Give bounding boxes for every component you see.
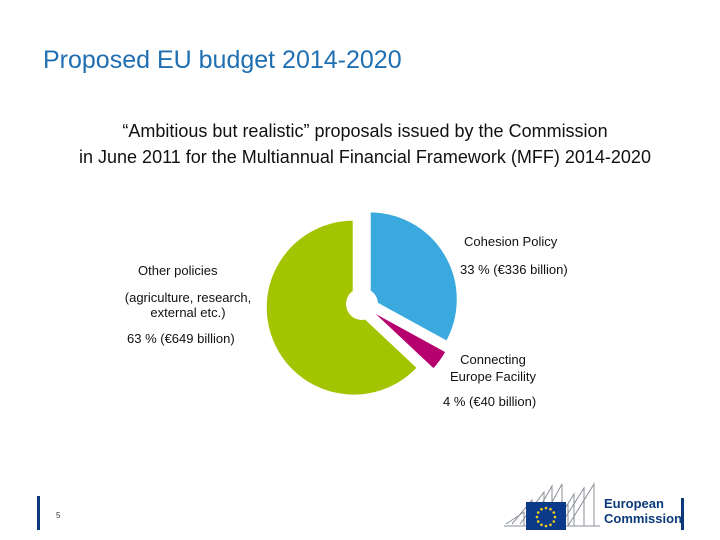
european-commission-logo xyxy=(504,482,684,530)
pie-center-hub xyxy=(346,288,378,320)
logo-text: European Commission xyxy=(604,496,682,526)
slide-subtitle: “Ambitious but realistic” proposals issu… xyxy=(0,118,720,170)
subtitle-line-2: in June 2011 for the Multiannual Financi… xyxy=(79,147,651,167)
logo-text-line-1: European xyxy=(604,496,664,511)
other-policies-detail-2: external etc.) xyxy=(150,305,226,320)
pie-slice-other-policies xyxy=(264,218,420,397)
slide-title: Proposed EU budget 2014-2020 xyxy=(43,46,402,74)
pie-slice-connecting-europe-facility xyxy=(368,308,448,371)
other-policies-label: Other policies xyxy=(138,263,218,278)
page-number: 5 xyxy=(56,511,61,520)
pie-slice-cohesion-policy xyxy=(368,210,459,344)
cohesion-label: Cohesion Policy xyxy=(464,234,558,249)
subtitle-line-1: “Ambitious but realistic” proposals issu… xyxy=(122,121,608,141)
other-policies-value: 63 % (€649 billion) xyxy=(127,331,235,346)
cohesion-value: 33 % (€336 billion) xyxy=(460,262,568,277)
cef-label-line-2: Europe Facility xyxy=(450,369,536,384)
logo-text-line-2: Commission xyxy=(604,511,683,526)
cef-label-line-1: Connecting xyxy=(460,352,526,367)
footer-accent-bar xyxy=(37,496,40,530)
other-policies-detail-1: (agriculture, research, xyxy=(124,290,252,305)
cef-value: 4 % (€40 billion) xyxy=(443,394,537,409)
